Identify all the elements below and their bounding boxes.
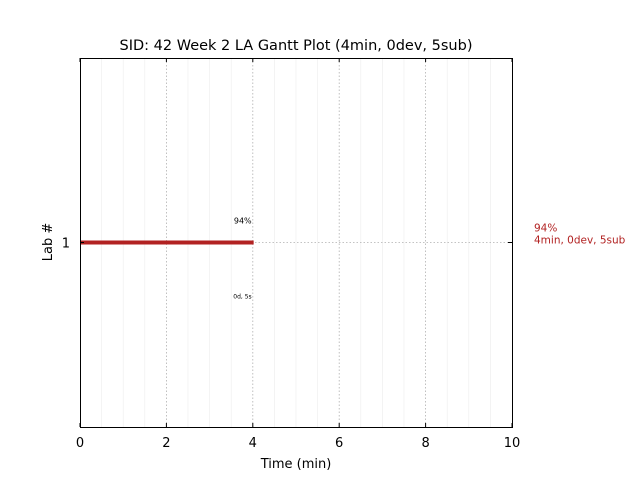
chart-title: SID: 42 Week 2 LA Gantt Plot (4min, 0dev…	[120, 38, 473, 54]
x-axis-label: Time (min)	[260, 457, 332, 472]
bar-label-below: 0d, 5s	[233, 294, 251, 301]
x-axis-ticks: 0 2 4 6 8 10	[76, 58, 520, 451]
x-tick-label: 2	[162, 436, 170, 451]
side-label-line: 4min, 0dev, 5sub	[534, 235, 626, 247]
x-tick-label: 6	[335, 436, 343, 451]
y-axis-ticks: 1	[62, 237, 512, 252]
side-label-line: 94%	[534, 223, 557, 235]
bar-label-above: 94%	[234, 217, 252, 226]
x-tick-label: 4	[249, 436, 257, 451]
x-tick-label: 8	[421, 436, 429, 451]
x-tick-label: 10	[504, 436, 521, 451]
y-tick-label: 1	[62, 237, 70, 252]
y-axis-label: Lab #	[41, 223, 56, 262]
x-tick-label: 0	[76, 436, 84, 451]
